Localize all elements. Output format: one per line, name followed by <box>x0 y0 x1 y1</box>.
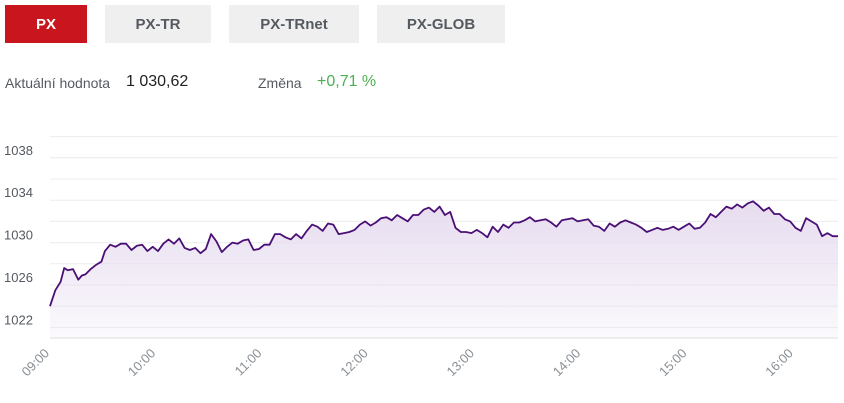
x-tick-label: 16:00 <box>762 346 796 380</box>
x-tick-label: 09:00 <box>19 346 53 380</box>
x-tick-label: 14:00 <box>550 346 584 380</box>
y-tick-label: 1022 <box>4 312 33 327</box>
y-tick-label: 1030 <box>4 228 33 243</box>
change-label: Změna <box>258 75 302 91</box>
y-tick-label: 1034 <box>4 185 33 200</box>
price-area <box>50 201 838 338</box>
y-tick-label: 1038 <box>4 143 33 158</box>
current-value: 1 030,62 <box>126 73 189 90</box>
tab-px-glob[interactable]: PX-GLOB <box>377 5 505 43</box>
current-value-label: Aktuální hodnota <box>5 75 111 91</box>
y-tick-label: 1026 <box>4 270 33 285</box>
price-chart: 1022 1026 1030 1034 1038 09:00 10:00 11:00 12:00… <box>4 136 838 380</box>
tab-px-tr[interactable]: PX-TR <box>105 5 211 43</box>
tab-px[interactable]: PX <box>5 5 87 43</box>
x-tick-label: 15:00 <box>656 346 690 380</box>
tab-px-trnet[interactable]: PX-TRnet <box>229 5 359 43</box>
x-tick-label: 10:00 <box>125 346 159 380</box>
change-value: +0,71 % <box>317 73 377 90</box>
x-tick-label: 11:00 <box>232 346 265 379</box>
x-tick-label: 13:00 <box>443 346 477 380</box>
index-tabs: PX PX-TR PX-TRnet PX-GLOB <box>5 5 505 43</box>
x-tick-label: 12:00 <box>337 346 371 380</box>
price-line <box>49 200 838 307</box>
